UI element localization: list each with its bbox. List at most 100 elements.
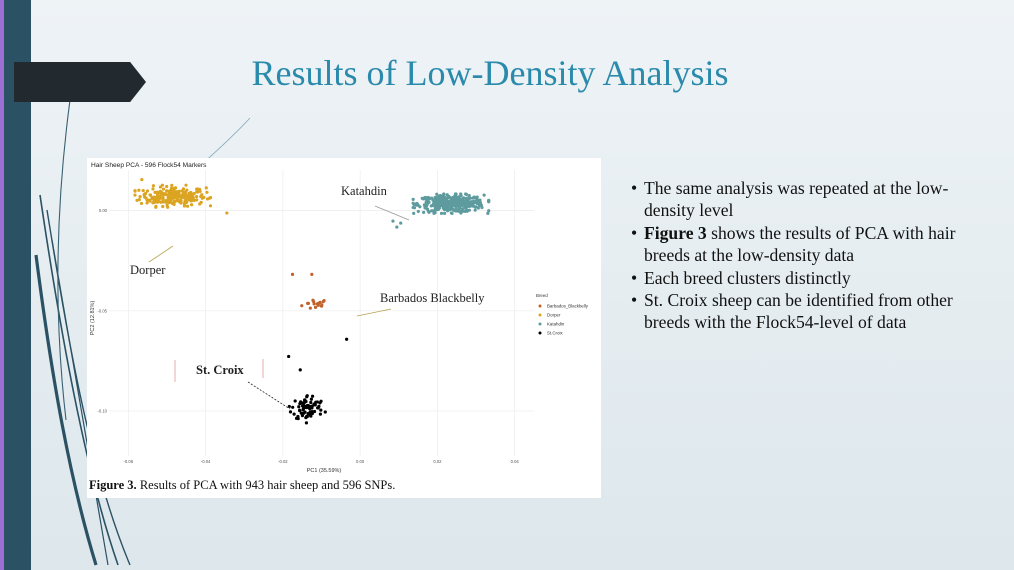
data-point [309, 400, 313, 405]
annotation-barbados: Barbados Blackbelly [380, 291, 485, 305]
data-point [137, 188, 141, 192]
data-point [395, 225, 399, 229]
data-point [435, 192, 439, 196]
data-point [425, 207, 430, 211]
data-point [411, 197, 415, 201]
data-point [316, 406, 320, 410]
data-point [288, 410, 293, 414]
data-point [464, 199, 468, 203]
data-point [412, 211, 416, 215]
data-point [154, 205, 158, 209]
data-point [411, 201, 415, 205]
data-point [159, 200, 163, 204]
data-point [442, 193, 446, 197]
data-point [189, 196, 193, 200]
data-point [313, 305, 318, 309]
data-point [151, 187, 155, 191]
figure-panel: Hair Sheep PCA - 596 Flock54 Markers -0.… [87, 158, 601, 498]
x-tick-label: -0.06 [124, 459, 134, 464]
data-point [182, 202, 187, 206]
data-point [298, 401, 303, 405]
x-tick-label: 0.04 [511, 459, 520, 464]
data-point [191, 192, 195, 197]
data-point [145, 201, 149, 205]
x-tick-label: 0.02 [433, 459, 442, 464]
series-katahdin [391, 192, 491, 229]
data-point [439, 198, 443, 202]
data-point [468, 200, 472, 204]
data-point [302, 401, 306, 405]
data-point [477, 202, 481, 206]
data-point [139, 201, 144, 206]
data-point [475, 198, 480, 202]
data-point [169, 186, 174, 190]
bullet-list: The same analysis was repeated at the lo… [631, 177, 971, 334]
decor-curve [39, 194, 119, 566]
data-point [423, 206, 427, 210]
data-point [445, 209, 450, 213]
data-point [478, 198, 482, 202]
data-point [487, 200, 491, 204]
data-point [391, 219, 395, 223]
data-point [432, 201, 436, 205]
annotation-leader-dorper [148, 245, 174, 263]
data-point [312, 409, 317, 414]
data-point [473, 200, 477, 205]
data-point [431, 203, 435, 208]
data-point [185, 204, 190, 208]
data-point [300, 414, 305, 418]
legend-marker-dorper [538, 313, 542, 317]
data-point [145, 189, 150, 193]
data-point [306, 403, 310, 408]
data-point [303, 410, 307, 414]
data-point [296, 416, 300, 421]
data-point [305, 414, 309, 418]
data-point [208, 204, 213, 208]
data-point [421, 197, 425, 201]
data-point [480, 205, 484, 210]
data-point [152, 200, 157, 204]
data-point [167, 190, 171, 194]
data-point [487, 209, 491, 213]
data-point [306, 301, 310, 305]
data-point [301, 406, 306, 410]
annotation-leader-barbados [356, 308, 392, 317]
data-point [165, 203, 169, 207]
data-point [179, 198, 183, 203]
data-point [299, 411, 303, 415]
legend-marker-barbados [538, 304, 542, 308]
data-point [314, 400, 318, 404]
data-point [444, 206, 448, 210]
data-point [171, 194, 175, 198]
data-point [142, 192, 146, 197]
data-point [184, 183, 188, 187]
data-point [473, 208, 477, 212]
data-point [297, 405, 301, 409]
data-point [310, 394, 315, 398]
data-point [462, 196, 466, 200]
data-point [133, 189, 137, 193]
data-point [318, 300, 322, 304]
data-point [300, 304, 304, 308]
data-point [457, 195, 461, 199]
caption-text: Results of PCA with 943 hair sheep and 5… [136, 478, 396, 492]
data-point [158, 190, 162, 195]
data-point [318, 412, 323, 416]
data-point [471, 196, 475, 200]
legend-title: Breed [536, 293, 548, 298]
data-point [308, 410, 312, 414]
data-point [194, 195, 199, 199]
data-point [458, 206, 462, 211]
data-point [424, 200, 428, 204]
data-point [451, 208, 455, 212]
data-point [468, 196, 472, 200]
x-tick-label: -0.04 [201, 459, 211, 464]
annotations: Katahdin Dorper Barbados Blackbelly St. … [130, 184, 485, 410]
bullet-item: The same analysis was repeated at the lo… [631, 177, 971, 222]
data-point [157, 194, 161, 198]
decor-curve [34, 254, 98, 566]
grid [109, 170, 534, 456]
data-point [161, 196, 165, 200]
data-point [148, 193, 153, 197]
decor-curve [57, 99, 71, 421]
